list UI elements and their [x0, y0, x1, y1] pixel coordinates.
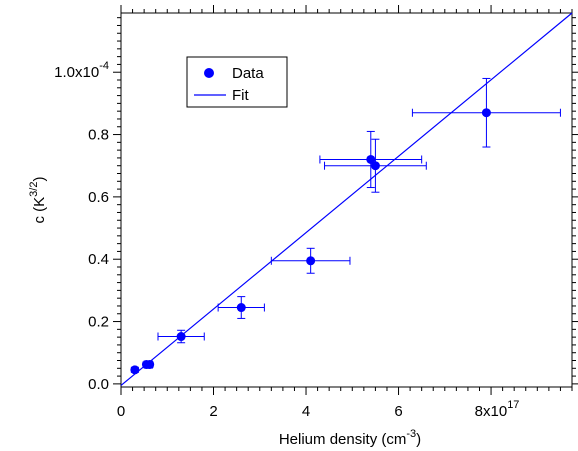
plot-border [120, 12, 573, 388]
x-tick-label-text: 8x10 [475, 403, 508, 420]
y-tick-label: 0.0 [88, 376, 109, 393]
x-tick-label-exponent: 17 [507, 399, 519, 411]
x-axis-title-close: ) [416, 431, 421, 448]
y-tick-label-exponent: -4 [99, 60, 109, 72]
data-point-group [324, 138, 427, 193]
y-tick-label-text: 0.0 [88, 376, 109, 393]
y-tick-label-text: 1.0x10 [54, 64, 99, 81]
data-point-group [130, 365, 140, 375]
legend-data-marker [204, 68, 214, 78]
y-tick-label-text: 0.8 [88, 127, 109, 144]
x-tick-label-text: 4 [302, 403, 310, 420]
y-axis-title: c (K3/2) [28, 177, 48, 224]
data-point [306, 256, 316, 266]
x-tick-labels: 0 2 4 6 8x1017 [117, 399, 520, 420]
y-tick-label: 0.2 [88, 314, 109, 331]
x-axis-title: Helium density (cm-3) [279, 428, 421, 448]
x-tick-label-text: 0 [117, 403, 125, 420]
plot-frame [120, 12, 573, 388]
x-tick-label: 4 [302, 403, 310, 420]
data-series [130, 77, 561, 375]
y-tick-labels: 0.0 0.2 0.4 0.6 0.8 1.0x10-4 [54, 60, 109, 393]
legend: Data Fit [186, 56, 288, 108]
x-tick-label: 0 [117, 403, 125, 420]
legend-fit-label: Fit [232, 87, 249, 104]
y-axis-title-close: ) [31, 177, 48, 182]
x-tick-label-text: 6 [394, 403, 402, 420]
y-tick-label: 0.4 [88, 251, 109, 268]
data-point [176, 332, 186, 342]
x-tick-label: 8x1017 [475, 399, 520, 420]
data-point-group [145, 360, 155, 370]
data-point-group [270, 247, 351, 274]
y-tick-label: 1.0x10-4 [54, 60, 109, 81]
data-point [130, 365, 140, 375]
data-point-group [217, 296, 265, 319]
x-tick-label: 2 [209, 403, 217, 420]
y-tick-label: 0.6 [88, 189, 109, 206]
axis-ticks [113, 5, 578, 395]
y-tick-label: 0.8 [88, 127, 109, 144]
data-point-group [411, 77, 561, 148]
legend-box [186, 56, 288, 108]
data-point [145, 360, 155, 370]
fit-series [120, 12, 573, 386]
x-tick-label: 6 [394, 403, 402, 420]
y-axis-title-sup: 3/2 [28, 182, 40, 197]
y-tick-label-text: 0.4 [88, 251, 109, 268]
y-axis-title-main: c (K [31, 197, 48, 224]
fit-line [120, 12, 573, 386]
legend-data-label: Data [232, 65, 264, 82]
y-tick-label-text: 0.2 [88, 314, 109, 331]
data-point-group [319, 130, 423, 189]
data-point-group [157, 329, 205, 344]
data-point [370, 161, 380, 171]
y-tick-label-text: 0.6 [88, 189, 109, 206]
data-point [481, 108, 491, 118]
x-axis-title-main: Helium density (cm [279, 431, 407, 448]
x-axis-title-sup: -3 [406, 428, 416, 440]
data-point [236, 303, 246, 313]
x-tick-label-text: 2 [209, 403, 217, 420]
data-point [366, 154, 376, 164]
